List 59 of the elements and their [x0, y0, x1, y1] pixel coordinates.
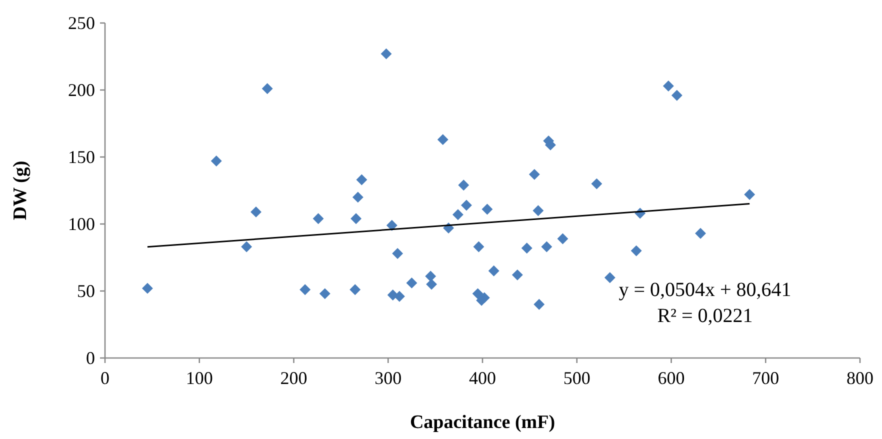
x-tick-label: 600 — [658, 368, 685, 388]
annotation: R² = 0,0221 — [657, 305, 753, 327]
point — [312, 213, 324, 224]
point — [350, 213, 362, 224]
point — [662, 80, 674, 92]
point — [300, 284, 311, 296]
point — [744, 189, 756, 200]
x-tick-label: 500 — [563, 368, 590, 388]
point — [458, 180, 470, 191]
point — [532, 205, 544, 216]
point — [250, 206, 262, 218]
x-tick-label: 700 — [752, 368, 780, 388]
point — [142, 282, 153, 294]
annotation: y = 0,0504x + 80,641 — [618, 279, 792, 301]
point — [241, 241, 252, 252]
point — [425, 270, 436, 282]
x-tick-label: 300 — [374, 368, 402, 388]
y-tick-label: 100 — [68, 214, 95, 234]
point — [521, 242, 532, 254]
x-tick-label: 800 — [846, 368, 874, 388]
point — [528, 168, 540, 180]
point — [352, 192, 364, 203]
point — [356, 174, 368, 186]
point — [452, 209, 464, 220]
point — [482, 204, 493, 215]
point — [380, 48, 392, 60]
point — [488, 265, 500, 276]
point — [591, 178, 602, 190]
point — [460, 200, 472, 211]
y-tick-label: 150 — [68, 147, 95, 167]
point — [210, 156, 222, 166]
point — [630, 245, 642, 256]
point — [426, 278, 438, 290]
point — [472, 288, 484, 300]
x-tick-label: 200 — [280, 368, 308, 388]
point — [319, 288, 330, 300]
point — [473, 241, 484, 252]
point — [604, 272, 616, 284]
y-tick-label: 200 — [68, 80, 95, 100]
point — [437, 134, 448, 146]
x-axis-title: Capacitance (mF) — [410, 412, 556, 433]
point — [262, 83, 273, 94]
point — [350, 284, 361, 296]
y-tick-label: 0 — [86, 348, 95, 368]
point — [695, 228, 706, 239]
point — [512, 269, 523, 280]
point — [541, 241, 552, 252]
x-tick-label: 400 — [469, 368, 496, 388]
point — [534, 298, 545, 310]
point — [671, 90, 682, 101]
point — [406, 277, 418, 288]
x-tick-label: 100 — [186, 368, 213, 388]
y-tick-label: 50 — [77, 281, 95, 301]
point — [557, 233, 568, 244]
y-tick-label: 250 — [68, 13, 95, 33]
y-axis-title: DW (g) — [10, 160, 31, 220]
x-tick-label: 0 — [100, 368, 110, 388]
point — [386, 220, 398, 231]
point — [392, 248, 404, 259]
